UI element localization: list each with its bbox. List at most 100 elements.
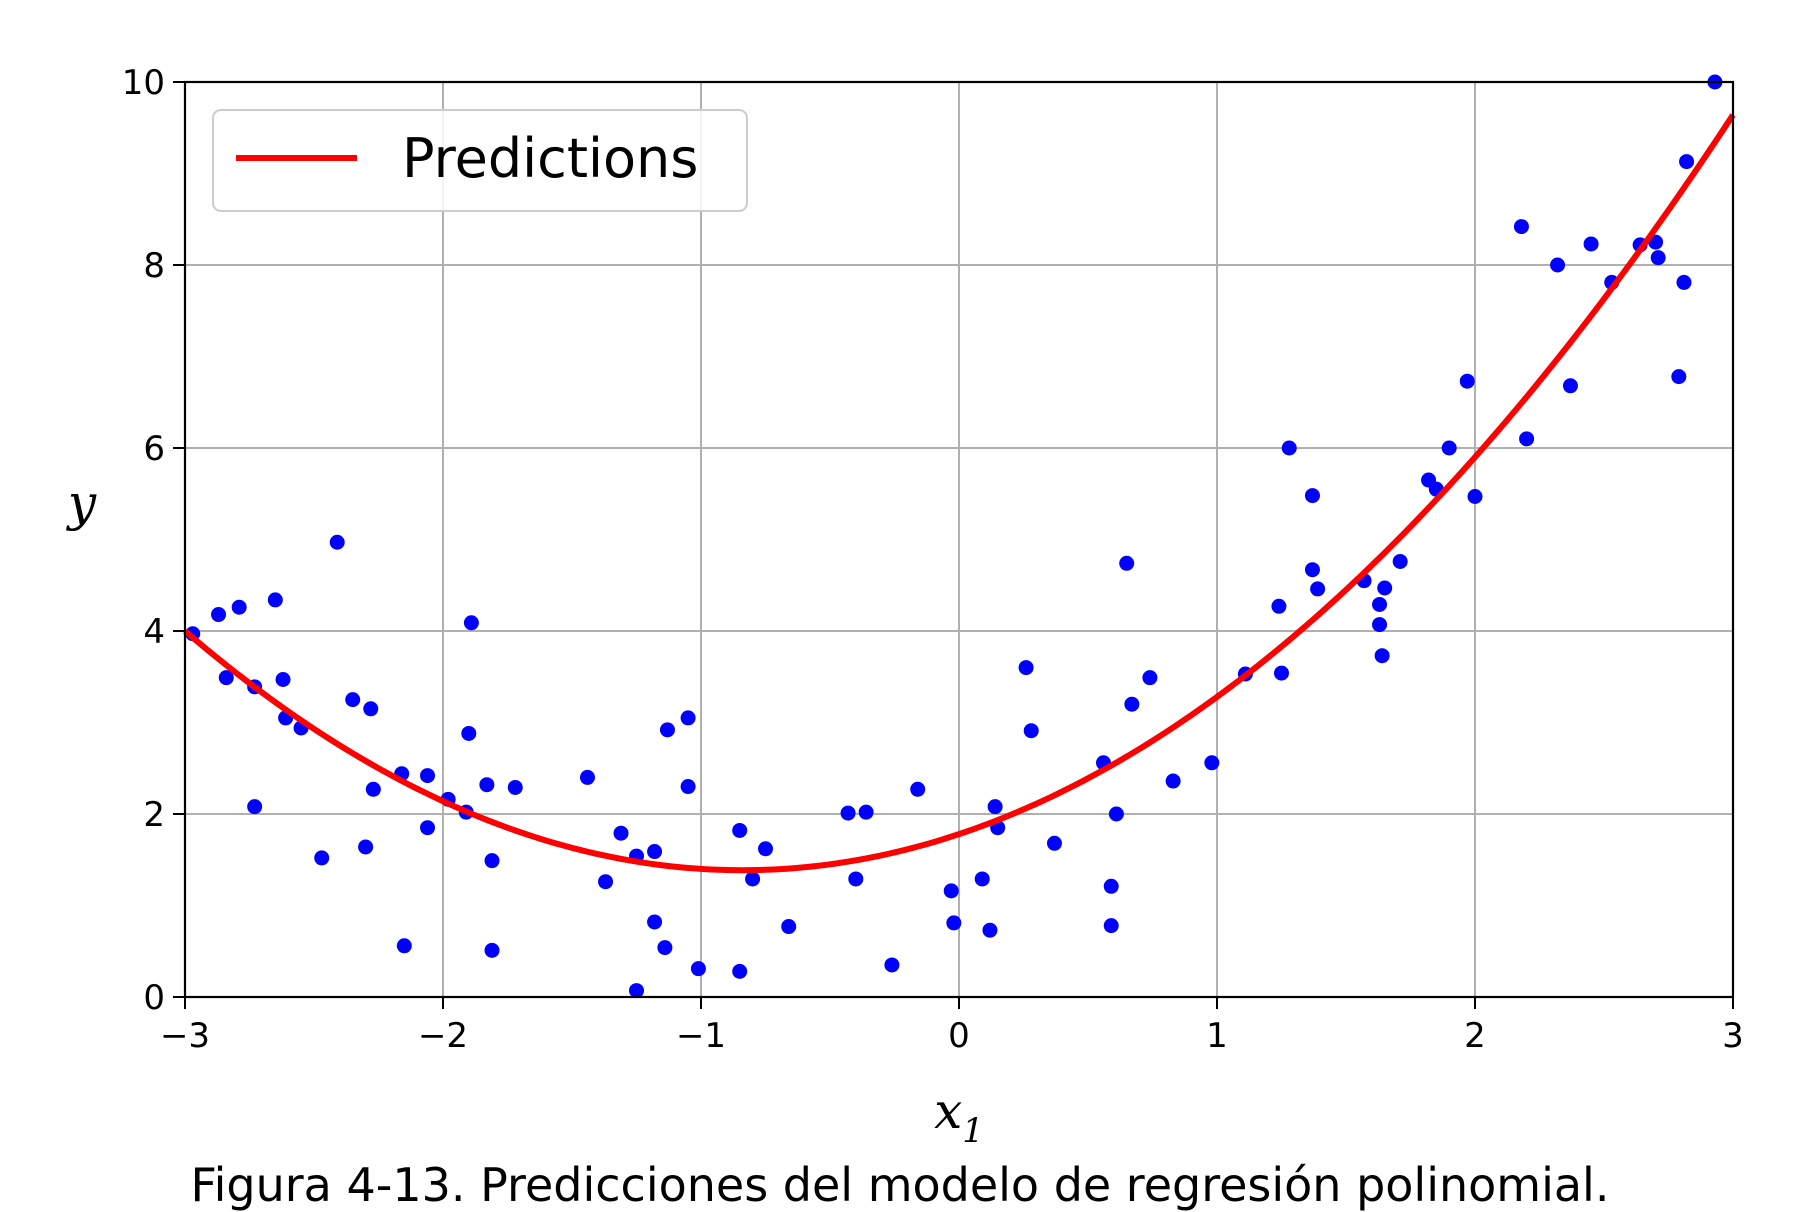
data-point: [680, 710, 696, 726]
y-tick-label: 10: [122, 63, 165, 103]
data-point: [1679, 154, 1695, 170]
y-tick-label: 6: [143, 429, 165, 469]
data-point: [1374, 648, 1390, 664]
legend-entry-predictions: Predictions: [402, 127, 698, 190]
data-point: [1103, 918, 1119, 934]
data-point: [1124, 696, 1140, 712]
data-point: [1310, 581, 1326, 597]
data-point: [211, 607, 227, 623]
data-point: [420, 820, 436, 836]
y-tick-label: 2: [143, 795, 165, 835]
data-point: [479, 777, 495, 793]
x-tick-label: −3: [160, 1016, 210, 1056]
data-point: [647, 844, 663, 860]
data-point: [732, 963, 748, 979]
legend-box: [212, 109, 748, 212]
data-point: [1676, 274, 1692, 290]
data-point: [840, 805, 856, 821]
data-point: [758, 841, 773, 857]
data-point: [1204, 755, 1220, 771]
data-point: [358, 839, 374, 855]
data-point: [1023, 723, 1039, 739]
grid: [184, 81, 1734, 998]
data-point: [1274, 665, 1289, 681]
y-tick-label: 4: [143, 612, 165, 652]
data-point: [1018, 660, 1034, 676]
data-point: [507, 779, 523, 795]
x-axis-label-subscript: 1: [962, 1111, 984, 1151]
data-point: [1583, 236, 1599, 252]
data-point: [732, 822, 748, 838]
data-point: [365, 781, 381, 797]
data-point: [613, 825, 629, 841]
x-axis-label: x1: [934, 1082, 984, 1151]
data-point: [1550, 257, 1566, 273]
data-point: [987, 799, 1003, 815]
x-tick-label: 0: [948, 1016, 970, 1056]
x-tick-label: 2: [1464, 1016, 1486, 1056]
data-point: [1562, 378, 1578, 394]
data-point: [1108, 806, 1124, 822]
data-point: [267, 592, 283, 608]
data-point: [363, 701, 379, 717]
data-point: [745, 871, 761, 887]
data-point: [974, 871, 990, 887]
data-point: [629, 983, 644, 999]
y-tick-label: 0: [143, 978, 165, 1018]
data-point: [231, 599, 247, 615]
axis-ticks: −3 −2 −1 0 1 2 3 0 2 4 6 8 10: [122, 63, 1744, 1056]
data-point: [1142, 670, 1158, 686]
data-point: [1046, 835, 1062, 851]
data-point: [858, 804, 874, 820]
data-point: [781, 919, 797, 935]
data-point: [463, 615, 479, 631]
data-point: [946, 915, 962, 931]
data-point: [1392, 553, 1408, 569]
y-axis-label: y: [66, 474, 97, 532]
data-point: [1281, 440, 1297, 456]
data-point: [1519, 431, 1535, 447]
data-point: [1671, 369, 1687, 385]
data-point: [579, 769, 595, 785]
data-point: [1377, 580, 1393, 596]
data-point: [1513, 219, 1529, 235]
figure-caption: Figura 4-13. Predicciones del modelo de …: [190, 1158, 1610, 1212]
data-point: [1459, 373, 1475, 389]
data-point: [1119, 555, 1135, 571]
data-point: [247, 799, 263, 815]
data-point: [345, 692, 361, 708]
data-point: [848, 871, 864, 887]
data-point: [484, 942, 500, 958]
data-point: [647, 914, 663, 930]
data-point: [218, 670, 234, 686]
data-point: [659, 722, 675, 738]
x-tick-label: −1: [676, 1016, 726, 1056]
data-point: [680, 779, 696, 795]
data-point: [314, 850, 330, 866]
x-tick-label: 1: [1206, 1016, 1228, 1056]
data-point: [1441, 440, 1457, 456]
data-point: [420, 768, 436, 784]
data-point: [1271, 598, 1287, 614]
data-point: [598, 874, 614, 890]
x-axis-label-main: x: [934, 1082, 962, 1140]
legend: Predictions: [212, 109, 748, 212]
prediction-line-group: [183, 113, 1736, 874]
data-point: [396, 938, 412, 954]
data-point: [657, 940, 673, 956]
prediction-line: [183, 113, 1736, 874]
data-point: [982, 922, 998, 938]
scatter-points: [185, 74, 1723, 999]
x-tick-label: 3: [1722, 1016, 1744, 1056]
data-point: [1372, 617, 1388, 633]
data-point: [275, 671, 291, 687]
data-point: [461, 725, 477, 741]
data-point: [943, 883, 959, 899]
y-tick-label: 8: [143, 246, 165, 286]
data-point: [1165, 773, 1181, 789]
data-point: [484, 853, 500, 869]
axis-labels: x1 y: [66, 474, 984, 1151]
data-point: [884, 957, 900, 973]
data-point: [329, 534, 345, 550]
